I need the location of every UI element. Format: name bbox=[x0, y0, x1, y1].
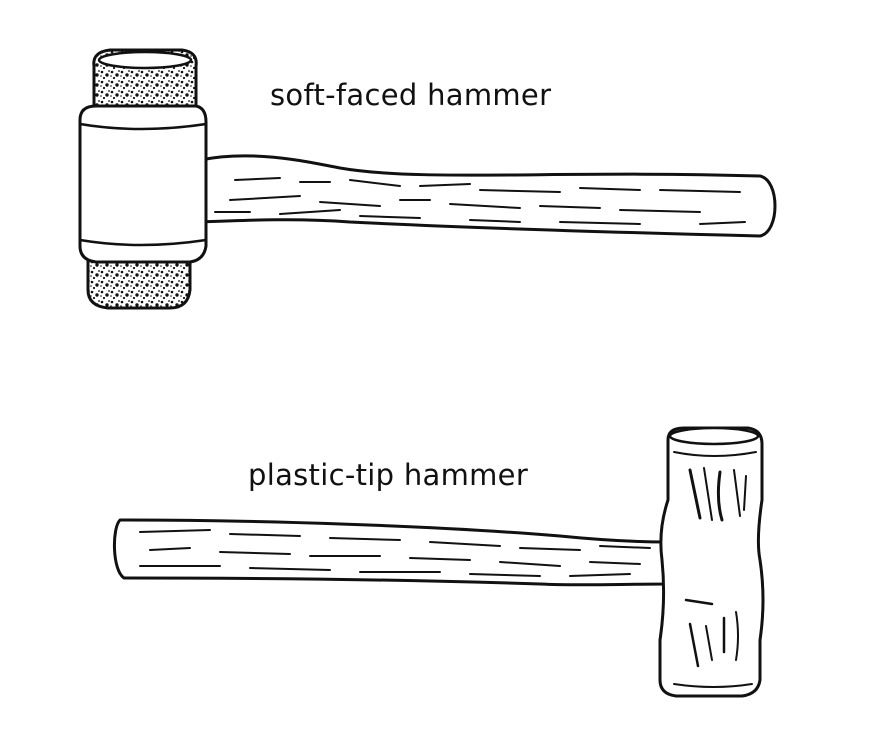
plastic-tip-hammer-grain bbox=[139, 529, 651, 577]
plastic-tip-hammer bbox=[112, 426, 765, 698]
soft-faced-hammer-band bbox=[78, 104, 208, 264]
soft-faced-hammer bbox=[78, 48, 777, 310]
soft-faced-hammer-handle bbox=[198, 154, 777, 238]
plastic-tip-hammer-label: plastic-tip hammer bbox=[248, 458, 529, 492]
soft-faced-hammer-bottom-face bbox=[86, 253, 192, 310]
soft-faced-hammer-grain bbox=[214, 177, 746, 225]
soft-faced-hammer-label: soft-faced hammer bbox=[270, 78, 552, 112]
